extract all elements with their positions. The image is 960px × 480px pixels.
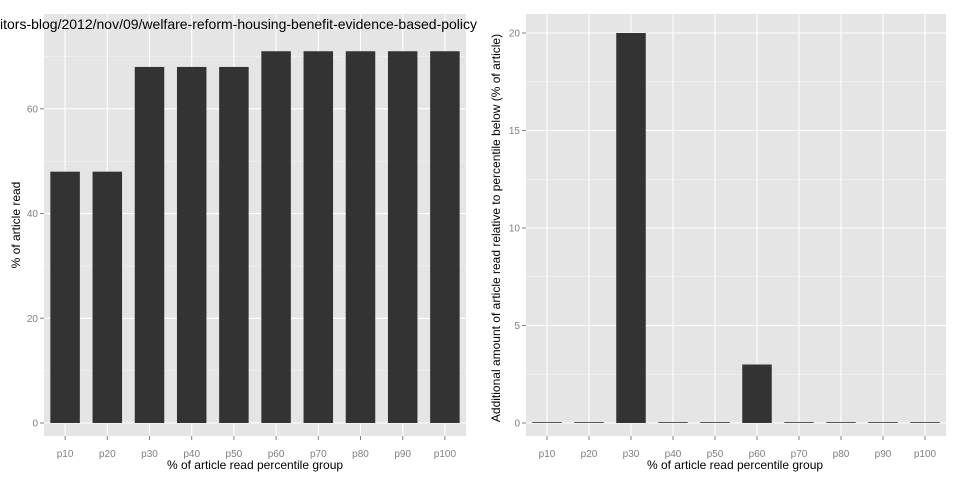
x-tick-label: p30 [623, 449, 640, 460]
left-y-axis-title: % of article read [9, 182, 23, 269]
bar-p80 [345, 51, 376, 424]
x-tick-label: p50 [707, 449, 724, 460]
left-x-axis-title: % of article read percentile group [167, 458, 343, 472]
x-tick-label: p70 [791, 449, 808, 460]
right-chart: 0 5 10 15 20 p10 p20 p30 p40 p50 p60 p70 p80 p90 p100… [489, 14, 946, 472]
x-tick-label: p100 [914, 449, 937, 460]
y-tick-label: 5 [514, 321, 520, 332]
left-y-ticks: 0 20 40 60 [27, 104, 44, 430]
y-tick-label: 10 [509, 224, 521, 235]
bar-p40 [176, 66, 207, 424]
x-tick-label: p10 [539, 449, 556, 460]
x-tick-label: p40 [665, 449, 682, 460]
x-tick-label: p10 [57, 449, 74, 460]
x-tick-label: p40 [183, 449, 200, 460]
bar-p70 [784, 422, 814, 423]
x-tick-label: p90 [394, 449, 411, 460]
left-x-ticks: p10 p20 p30 p40 p50 p60 p70 p80 p90 p100 [57, 436, 457, 460]
x-tick-label: p30 [141, 449, 158, 460]
y-tick-label: 0 [32, 419, 38, 430]
right-bars [532, 33, 940, 423]
bar-p40 [658, 422, 688, 423]
y-tick-label: 20 [509, 29, 521, 40]
x-tick-label: p70 [310, 449, 327, 460]
right-x-axis-title: % of article read percentile group [647, 458, 823, 472]
y-tick-label: 0 [514, 419, 520, 430]
bar-p20 [92, 171, 123, 423]
bar-p10 [532, 422, 562, 423]
y-tick-label: 40 [27, 209, 39, 220]
bar-p30 [134, 66, 165, 424]
y-tick-label: 15 [509, 126, 521, 137]
x-tick-label: p90 [875, 449, 892, 460]
x-tick-label: p80 [352, 449, 369, 460]
bar-p80 [826, 422, 856, 423]
x-tick-label: p20 [99, 449, 116, 460]
right-y-ticks: 0 5 10 15 20 [509, 29, 526, 430]
right-y-axis-title: Additional amount of article read relati… [489, 34, 503, 422]
bar-p90 [387, 51, 418, 424]
y-tick-label: 60 [27, 104, 39, 115]
bar-p60 [261, 51, 291, 424]
bar-p100 [910, 422, 940, 423]
bar-p50 [219, 66, 249, 424]
x-tick-label: p60 [749, 449, 766, 460]
y-tick-label: 20 [27, 314, 39, 325]
bar-p60 [742, 364, 772, 423]
x-tick-label: p60 [268, 449, 285, 460]
left-bars [50, 51, 460, 424]
bar-p90 [868, 422, 898, 423]
right-x-ticks: p10 p20 p30 p40 p50 p60 p70 p80 p90 p100 [539, 436, 937, 460]
x-tick-label: p20 [581, 449, 598, 460]
bar-p10 [50, 171, 80, 423]
bar-p100 [430, 51, 460, 424]
bar-p70 [303, 51, 334, 424]
x-tick-label: p80 [833, 449, 850, 460]
bar-p50 [700, 422, 730, 423]
right-plot-panel [526, 14, 946, 436]
bar-p30 [616, 33, 646, 423]
x-tick-label: p50 [226, 449, 243, 460]
x-tick-label: p100 [434, 449, 457, 460]
bar-p20 [574, 422, 604, 423]
left-chart-title: itors-blog/2012/nov/09/welfare-reform-ho… [0, 16, 477, 32]
